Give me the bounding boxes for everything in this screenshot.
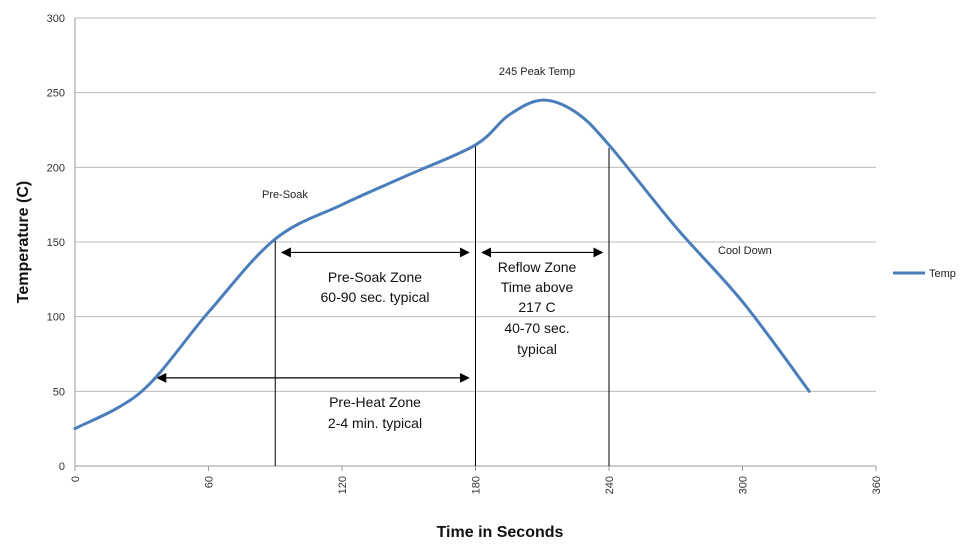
y-tick-label: 200	[47, 162, 65, 174]
x-tick-label: 180	[471, 476, 483, 494]
x-tick-label: 240	[604, 476, 616, 494]
reflow-zone-line-1: Reflow Zone	[498, 259, 577, 275]
peak-temp-annotation: 245 Peak Temp	[499, 66, 575, 78]
pre-soak-zone-line-1: Pre-Soak Zone	[328, 269, 422, 285]
x-tick-label: 300	[738, 476, 750, 494]
cool-down-annotation: Cool Down	[718, 245, 772, 257]
pre-soak-annotation: Pre-Soak	[262, 189, 308, 201]
reflow-zone-line-4: 40-70 sec.	[504, 320, 569, 336]
pre-heat-zone-line-1: Pre-Heat Zone	[329, 394, 421, 410]
series-line-temp	[73, 98, 811, 431]
y-tick-label: 50	[53, 386, 65, 398]
y-axis-title: Temperature (C)	[15, 181, 32, 303]
pre-soak-zone-line-2: 60-90 sec. typical	[321, 289, 430, 305]
reflow-zone-line-2: Time above	[501, 279, 574, 295]
x-tick-label: 360	[871, 476, 883, 494]
y-tick-label: 100	[47, 312, 65, 324]
y-tick-label: 150	[47, 237, 65, 249]
x-tick-label: 120	[337, 476, 349, 494]
reflow-zone-line-3: 217 C	[518, 299, 555, 315]
y-tick-label: 300	[47, 13, 65, 25]
pre-heat-zone-line-2: 2-4 min. typical	[328, 415, 422, 431]
x-tick-label: 60	[204, 476, 216, 488]
x-axis-title: Time in Seconds	[437, 524, 564, 541]
legend-label-temp: Temp	[929, 268, 956, 280]
reflow-zone-line-5: typical	[517, 341, 557, 357]
y-tick-label: 250	[47, 88, 65, 100]
y-tick-label: 0	[59, 461, 65, 473]
x-tick-label: 0	[70, 476, 82, 482]
